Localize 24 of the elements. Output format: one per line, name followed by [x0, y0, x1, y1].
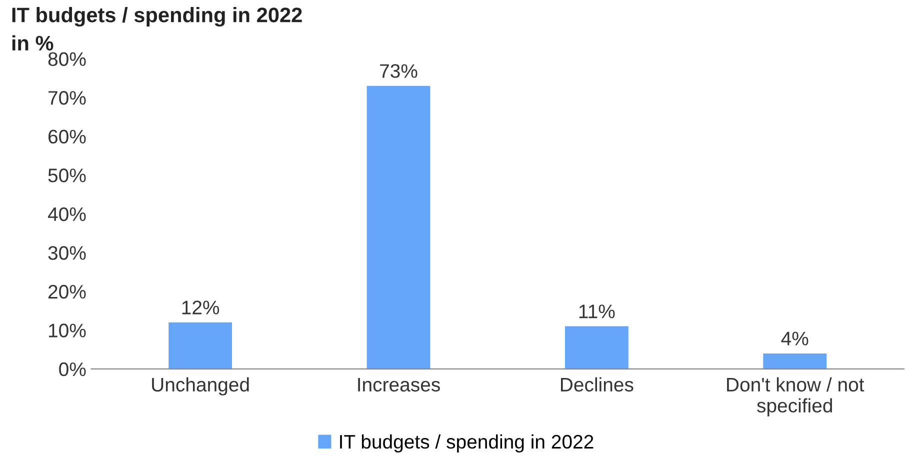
bar	[763, 353, 827, 369]
x-tick-label: Unchanged	[152, 377, 249, 396]
bar	[366, 86, 430, 369]
data-label: 4%	[781, 332, 808, 346]
y-tick-label: 60%	[48, 130, 86, 144]
bar	[564, 326, 628, 369]
data-label: 12%	[182, 300, 220, 314]
y-tick-label: 70%	[48, 90, 86, 105]
y-tick-label: 40%	[48, 207, 86, 222]
y-tick-label: 20%	[48, 284, 86, 299]
y-tick-label: 0%	[59, 362, 86, 376]
y-tick-label: 30%	[48, 246, 86, 260]
x-tick-label: Don't know / not specified	[727, 377, 864, 416]
y-tick-label: 50%	[48, 168, 86, 182]
bar	[168, 322, 232, 369]
y-tick-label: 10%	[49, 324, 86, 338]
legend-label: IT budgets / spending in 2022	[340, 434, 594, 452]
x-tick-label: Declines	[560, 377, 634, 392]
y-tick-label: 80%	[48, 52, 86, 66]
chart-title: IT budgets / spending in 2022	[12, 7, 302, 27]
chart-subtitle: in %	[12, 35, 54, 51]
x-tick-label: Increases	[358, 378, 440, 392]
data-label: 11%	[579, 304, 615, 318]
data-label: 73%	[380, 64, 418, 78]
